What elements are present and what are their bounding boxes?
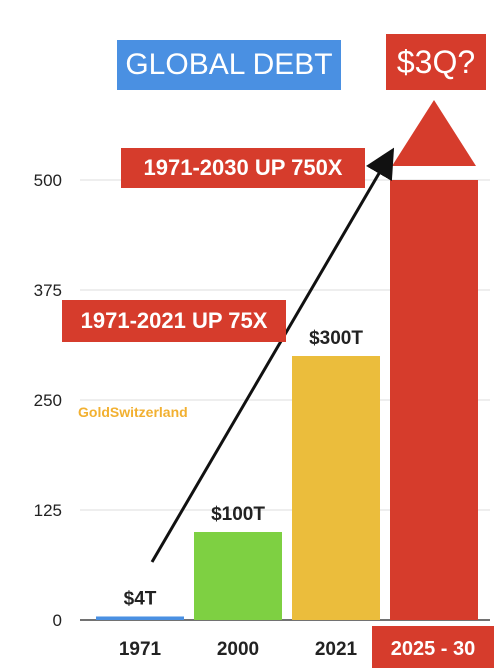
x-tick-label-3: 2021 [315,639,358,660]
bar-peak-triangle [392,100,476,166]
annotation-75x: 1971-2021 UP 75X [62,300,286,342]
bar-4 [390,180,478,620]
chart-title: GLOBAL DEBT [117,40,341,90]
y-tick-label-125: 125 [34,501,62,520]
y-tick-label-375: 375 [34,281,62,300]
y-tick-label-250: 250 [34,391,62,410]
data-label-1: $4T [124,588,157,609]
y-tick-label-500: 500 [34,171,62,190]
trend-arrow-line [150,147,395,563]
data-label-2: $100T [211,504,265,525]
bars [96,100,478,620]
data-label-peak: $3Q? [386,34,486,90]
bar-1 [96,616,184,620]
y-axis-ticks: 0 125 250 375 500 [34,171,62,630]
annotation-750x: 1971-2030 UP 750X [121,148,365,188]
data-label-3: $300T [309,328,363,349]
x-tick-highlight [372,626,494,668]
x-tick-label-2: 2000 [217,639,259,660]
bar-2 [194,532,282,620]
watermark-text: GoldSwitzerland [78,404,188,420]
x-tick-label-1: 1971 [119,639,162,660]
x-tick-label-4: 2025 - 30 [391,638,476,660]
bar-3 [292,356,380,620]
trend-arrow [150,147,395,563]
y-tick-label-0: 0 [53,611,62,630]
data-labels: $4T $100T $300T [124,328,364,609]
x-axis-ticks: 1971 2000 2021 2025 - 30 [119,626,494,668]
